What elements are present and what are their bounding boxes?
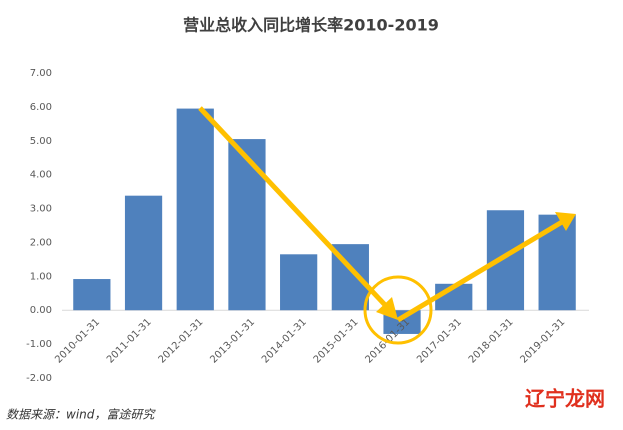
y-tick-label: 0.00 (30, 305, 52, 316)
arrow-line (198, 106, 388, 308)
bar (176, 108, 214, 311)
y-tick-label: 2.00 (30, 237, 52, 248)
y-tick-label: -2.00 (26, 373, 52, 384)
annotations (198, 106, 576, 345)
y-tick-label: 4.00 (30, 170, 52, 181)
arrow-head (555, 212, 576, 231)
y-tick-label: 5.00 (30, 136, 52, 147)
bar (486, 210, 525, 311)
bar (538, 214, 576, 311)
chart-title: 营业总收入同比增长率2010-2019 (183, 16, 439, 35)
bar (73, 279, 111, 311)
y-tick-label: -1.00 (26, 339, 52, 350)
highlight-circle (363, 275, 433, 345)
y-tick-label: 7.00 (30, 68, 52, 79)
source-note: 数据来源：wind，富途研究 (6, 408, 156, 422)
arrow-head (376, 297, 398, 320)
bar (280, 254, 318, 311)
watermark: 辽宁龙网 (525, 387, 605, 411)
y-tick-label: 3.00 (30, 204, 52, 215)
arrow-line (396, 219, 564, 323)
y-tick-label: 6.00 (30, 102, 52, 113)
y-tick-label: 1.00 (30, 271, 52, 282)
bar (124, 195, 163, 311)
bar (228, 139, 266, 311)
